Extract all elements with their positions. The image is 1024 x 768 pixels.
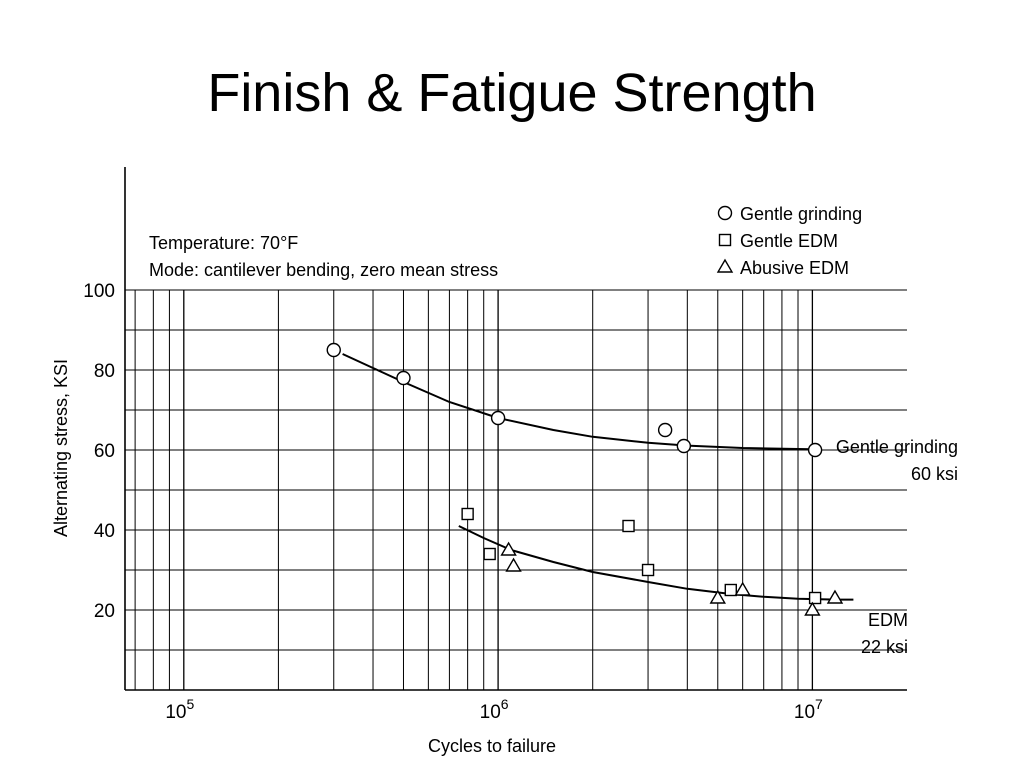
grid xyxy=(125,289,907,690)
legend-label: Abusive EDM xyxy=(740,258,849,278)
legend-label: Gentle grinding xyxy=(740,204,862,224)
axes: 20 40 60 80 100 105 106 107 Cycles to failure Alt… xyxy=(51,167,907,756)
y-tick-label: 100 xyxy=(83,281,115,302)
y-axis-title: Alternating stress, KSI xyxy=(51,359,71,537)
data-point-square xyxy=(641,563,655,577)
data-point-circle xyxy=(396,370,411,386)
curve-label: 22 ksi xyxy=(861,637,908,657)
data-point-circle xyxy=(676,438,692,454)
legend-marker-square xyxy=(718,233,732,247)
data-point-square xyxy=(622,519,635,533)
chart-labels: Temperature: 70°F Mode: cantilever bendin… xyxy=(149,204,958,657)
data-point-triangle xyxy=(500,541,517,556)
data-points xyxy=(326,342,844,616)
slide-title: Finish & Fatigue Strength xyxy=(207,63,817,123)
data-point-square xyxy=(483,547,496,561)
data-point-circle xyxy=(807,442,823,458)
data-point-triangle xyxy=(734,581,751,596)
curve-label: Gentle grinding xyxy=(836,437,958,457)
y-tick-label: 60 xyxy=(94,441,115,462)
data-point-triangle xyxy=(505,557,522,572)
fit-curves xyxy=(342,353,854,601)
data-point-square xyxy=(724,583,737,597)
x-tick-label: 105 xyxy=(165,696,194,723)
chart-note: Temperature: 70°F xyxy=(149,233,298,253)
data-point-circle xyxy=(657,422,673,438)
fit-curve xyxy=(342,353,813,451)
data-point-triangle xyxy=(826,589,844,604)
data-point-circle xyxy=(490,410,506,426)
x-tick-label: 107 xyxy=(794,696,823,723)
data-point-circle xyxy=(326,342,341,358)
chart-note: Mode: cantilever bending, zero mean stre… xyxy=(149,260,498,280)
x-axis-title: Cycles to failure xyxy=(428,736,556,756)
legend-label: Gentle EDM xyxy=(740,231,838,251)
data-point-square xyxy=(461,507,474,521)
data-point-triangle xyxy=(804,601,821,616)
y-tick-label: 20 xyxy=(94,601,115,622)
y-tick-label: 80 xyxy=(94,361,115,382)
curve-label: EDM xyxy=(868,610,908,630)
y-tick-label: 40 xyxy=(94,521,115,542)
data-point-triangle xyxy=(709,589,726,604)
curve-label: 60 ksi xyxy=(911,464,958,484)
fit-curve xyxy=(458,525,854,601)
data-point-square xyxy=(808,591,822,605)
legend-marker-circle xyxy=(717,205,733,221)
legend-marker-triangle xyxy=(716,258,734,273)
x-tick-label: 106 xyxy=(480,696,509,723)
